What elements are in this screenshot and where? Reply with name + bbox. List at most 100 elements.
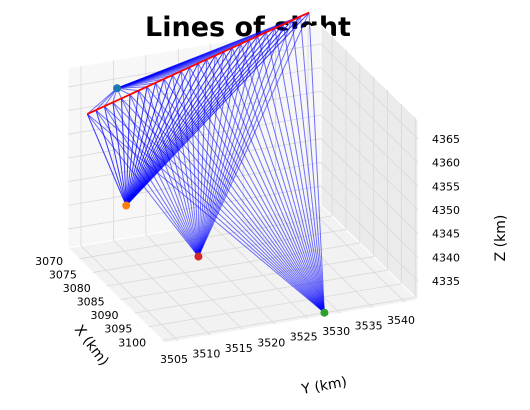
sight-lines xyxy=(86,12,325,314)
sight-line xyxy=(189,67,199,257)
sight-line xyxy=(125,82,157,206)
x-tick-label: 3070 xyxy=(35,255,63,268)
sight-line xyxy=(95,109,127,206)
z-tick-label: 4360 xyxy=(432,157,460,170)
z-tick-label: 4355 xyxy=(432,180,460,193)
sight-line xyxy=(125,39,250,206)
sight-line xyxy=(103,106,127,206)
highlight-line xyxy=(86,11,310,115)
sight-line xyxy=(197,55,216,257)
x-tick-label: 3075 xyxy=(49,268,77,281)
sight-line xyxy=(197,20,293,257)
sight-line xyxy=(197,51,225,257)
grid-line xyxy=(320,185,419,282)
y-tick-label: 3540 xyxy=(387,314,415,327)
sight-line xyxy=(265,31,325,313)
sight-line xyxy=(125,67,191,206)
x-tick-label: 3085 xyxy=(77,296,105,309)
z-tick-label: 4345 xyxy=(432,228,460,241)
sight-line xyxy=(308,12,325,313)
y-tick-label: 3510 xyxy=(192,347,220,360)
sight-line xyxy=(112,102,127,206)
z-axis-label: Z (km) xyxy=(493,215,509,262)
x-tick-label: 3100 xyxy=(118,336,146,349)
sight-line xyxy=(125,27,276,206)
sight-line xyxy=(125,70,182,206)
sight-line xyxy=(155,82,199,257)
grid-line xyxy=(320,114,419,211)
sight-line xyxy=(125,70,182,206)
sight-line xyxy=(95,87,118,111)
station-point-2 xyxy=(320,308,329,317)
sight-line xyxy=(125,55,216,206)
sight-line xyxy=(125,63,199,206)
grid-line xyxy=(80,245,179,342)
z-tick-label: 4335 xyxy=(432,275,460,288)
sight-line xyxy=(206,59,325,313)
sight-line xyxy=(248,39,325,313)
sight-line xyxy=(257,35,325,313)
sight-line xyxy=(274,28,325,313)
sight-line xyxy=(86,113,199,257)
station-point-1 xyxy=(122,201,131,210)
grid-line xyxy=(320,162,419,258)
sight-line xyxy=(125,47,233,206)
grid-line xyxy=(148,283,402,328)
sight-line xyxy=(125,23,284,206)
highlight-line-group xyxy=(86,11,310,115)
y-axis-label: Y (km) xyxy=(299,374,348,398)
grid-line xyxy=(320,91,419,187)
sight-line xyxy=(86,113,127,206)
sight-line xyxy=(125,51,225,206)
sight-line xyxy=(197,39,250,257)
grid-line xyxy=(120,256,374,300)
sight-line xyxy=(125,63,199,206)
sight-line xyxy=(112,102,127,206)
sight-line xyxy=(197,43,242,257)
sight-line xyxy=(223,51,325,313)
sight-line xyxy=(172,74,199,257)
z-tick-label: 4365 xyxy=(432,133,460,146)
sight-line xyxy=(129,94,325,314)
sight-line xyxy=(197,35,259,257)
sight-line xyxy=(125,27,276,206)
sight-line xyxy=(125,82,157,206)
sight-line xyxy=(103,105,199,257)
sight-line xyxy=(125,20,293,206)
z-tick-label: 4340 xyxy=(432,251,460,264)
sight-line xyxy=(125,31,267,206)
sight-line xyxy=(120,98,127,206)
sight-line xyxy=(125,74,174,206)
sight-line xyxy=(146,86,325,314)
sight-line xyxy=(125,90,139,206)
station-points xyxy=(113,84,329,317)
grid-line xyxy=(210,223,308,320)
sight-line xyxy=(189,66,325,313)
y-tick-label: 3515 xyxy=(225,342,253,355)
grid-line xyxy=(67,90,322,135)
sight-line xyxy=(87,87,118,115)
sight-line xyxy=(121,98,325,314)
sight-line xyxy=(125,12,310,206)
sight-line xyxy=(138,90,325,314)
sight-line xyxy=(125,59,208,206)
sight-line xyxy=(116,12,310,89)
grid-line xyxy=(162,296,416,341)
grid-line xyxy=(320,67,419,163)
sight-line xyxy=(231,47,325,313)
z-tick-label: 4350 xyxy=(432,204,460,217)
sight-line xyxy=(146,86,199,257)
y-tick-label: 3520 xyxy=(257,336,285,349)
grid-line xyxy=(113,239,211,336)
sight-line xyxy=(282,24,325,313)
sight-line xyxy=(197,24,284,257)
grid-line xyxy=(307,206,406,303)
sight-line xyxy=(180,71,199,257)
sight-line xyxy=(125,55,216,206)
sight-line xyxy=(138,90,199,257)
x-tick-label: 3080 xyxy=(63,282,91,295)
y-tick-label: 3535 xyxy=(355,320,383,333)
sight-line xyxy=(125,94,131,206)
